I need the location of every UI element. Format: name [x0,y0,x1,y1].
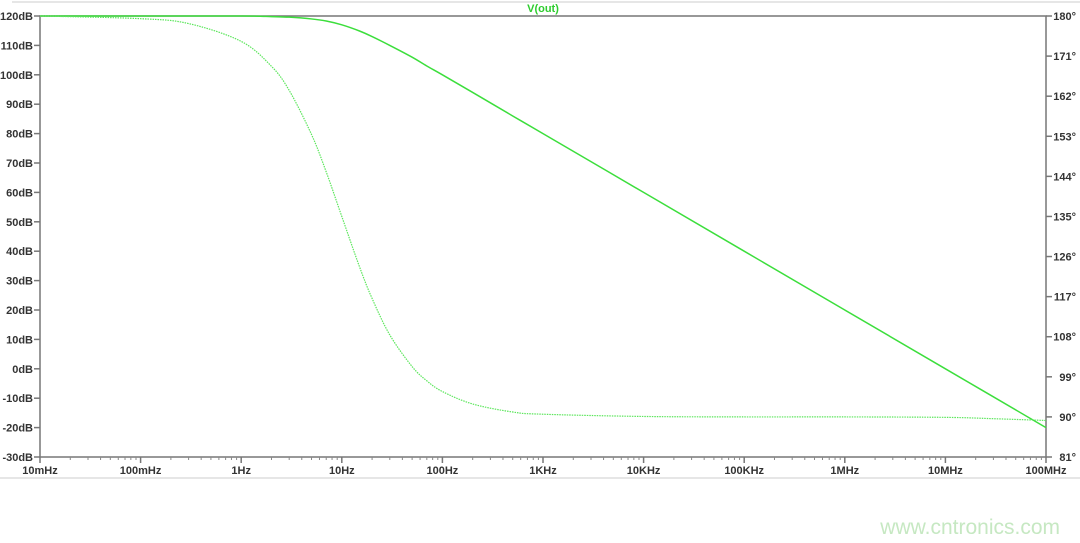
right-y-tick-label: 144° [1053,171,1076,183]
right-y-tick-label: 180° [1053,11,1076,23]
right-y-tick-label: 108° [1053,332,1076,344]
right-y-tick-label: 153° [1053,131,1076,143]
left-y-tick-label: 20dB [6,305,33,317]
left-y-tick-label: 120dB [0,11,33,23]
right-y-tick-label: 171° [1053,51,1076,63]
x-tick-label: 10KHz [627,465,661,477]
x-tick-label: 1KHz [529,465,557,477]
x-tick-label: 100Hz [427,465,459,477]
right-y-tick-label: 90° [1059,412,1076,424]
left-y-tick-label: 70dB [6,158,33,170]
left-y-tick-label: 100dB [0,70,33,82]
x-tick-label: 1Hz [231,465,251,477]
left-y-tick-label: -20dB [2,423,33,435]
x-tick-label: 100MHz [1026,465,1067,477]
left-y-tick-label: 110dB [1,40,33,52]
left-y-tick-label: 10dB [6,334,33,346]
left-y-tick-label: 0dB [12,364,33,376]
left-y-tick-label: 40dB [6,246,33,258]
left-y-tick-label: 30dB [6,276,33,288]
x-tick-label: 1MHz [830,465,859,477]
right-y-tick-label: 99° [1059,372,1076,384]
x-tick-label: 100KHz [724,465,764,477]
x-tick-label: 10Hz [329,465,355,477]
x-tick-label: 10MHz [928,465,963,477]
left-y-tick-label: -10dB [2,393,33,405]
right-y-tick-label: 81° [1059,452,1076,464]
left-y-tick-label: 60dB [6,187,33,199]
left-y-tick-label: 50dB [6,217,33,229]
right-y-tick-label: 126° [1053,252,1076,264]
left-y-tick-label: -30dB [2,452,33,464]
magnitude-trace [39,15,1047,429]
x-tick-label: 100mHz [120,465,162,477]
right-y-tick-label: 117° [1054,292,1076,304]
chart-title: V(out) [527,3,559,15]
left-y-tick-label: 80dB [6,129,33,141]
phase-trace [39,15,1047,422]
watermark: www.cntronics.com [879,516,1060,539]
plot-frame [39,15,1047,458]
left-y-tick-label: 90dB [6,99,33,111]
x-tick-label: 10mHz [22,465,58,477]
right-y-tick-label: 162° [1053,91,1076,103]
right-y-tick-label: 135° [1053,211,1076,223]
